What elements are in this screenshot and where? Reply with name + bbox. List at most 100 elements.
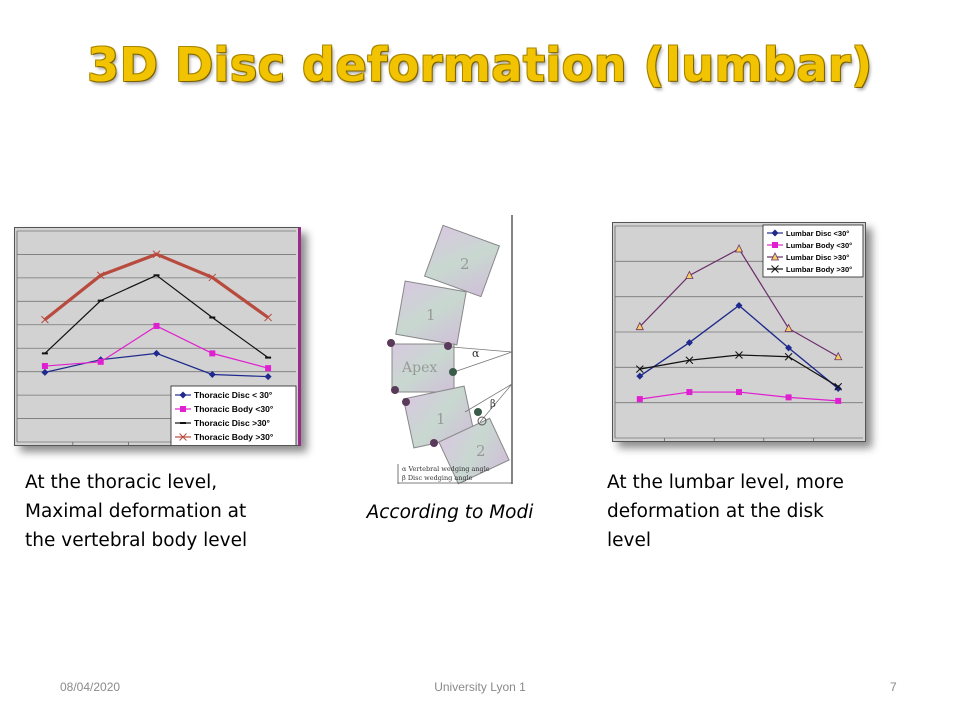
caption-line: At the lumbar level, more (607, 472, 844, 493)
legend-label: Thoracic Disc >30° (194, 418, 271, 428)
caption-line: Maximal deformation at (25, 501, 247, 522)
legend-item: Lumbar Disc <30° (767, 229, 849, 238)
angle-lines: α β (451, 346, 513, 423)
beta-angle-label: β (490, 399, 496, 410)
legend-item: Thoracic Body <30° (175, 404, 274, 414)
vertebra-label: 2 (460, 255, 470, 273)
data-point (736, 389, 742, 396)
vertebra-apex: Apex (391, 343, 455, 393)
data-point (635, 365, 644, 373)
series-line (635, 244, 843, 361)
legend-item: Thoracic Disc >30° (175, 418, 271, 428)
gridlines (614, 225, 863, 441)
series-path (639, 304, 839, 390)
vertebra-top-2: 2 (423, 224, 501, 298)
landmark-dots (387, 339, 487, 447)
vertebra-bottom-2: 2 (438, 417, 510, 485)
data-point (179, 433, 187, 441)
legend-label: Thoracic Body <30° (194, 404, 274, 414)
caption-line: level (607, 530, 651, 551)
chart-legend: Lumbar Disc <30° Lumbar Body <30° Lumbar D… (762, 224, 864, 278)
data-point (152, 250, 161, 259)
data-point (153, 349, 160, 357)
data-point (685, 339, 693, 347)
legend-label: Thoracic Disc < 30° (194, 390, 273, 400)
legend-item: Lumbar Disc >30° (767, 252, 849, 262)
caption-line: the vertebral body level (25, 530, 248, 551)
data-point (735, 351, 743, 359)
series-path (43, 252, 270, 321)
vertebra-bottom-1: 1 (402, 385, 476, 449)
data-point (784, 323, 793, 332)
data-point (685, 270, 694, 279)
data-point (208, 370, 216, 378)
beta-legend: β Disc wedging angle (402, 474, 473, 482)
data-point (208, 273, 217, 282)
source-caption: According to Modi (366, 502, 534, 523)
data-point (96, 271, 105, 280)
series-line (41, 322, 272, 372)
data-point (685, 356, 694, 365)
caption-line: deformation at the disk (607, 501, 824, 522)
legend-label: Lumbar Body <30° (786, 241, 852, 250)
vertebra-label: 1 (436, 410, 446, 428)
legend-label: Lumbar Disc >30° (786, 253, 849, 262)
lumbar-chart: Lumbar Disc <30° Lumbar Body <30° Lumbar D… (612, 222, 866, 442)
legend-item: Thoracic Disc < 30° (175, 390, 273, 400)
data-point (785, 344, 793, 352)
thoracic-caption: At the thoracic level, Maximal deformati… (25, 468, 325, 555)
data-point (835, 397, 842, 404)
alpha-legend: α Vertebral wedging angle (402, 465, 490, 473)
legend-label: Lumbar Disc <30° (786, 229, 849, 238)
chart-legend: Thoracic Disc < 30° Thoracic Body <30° Tho… (170, 385, 297, 445)
data-point (41, 368, 49, 376)
series-path (44, 325, 269, 369)
data-point (97, 299, 104, 302)
legend-item: Lumbar Body <30° (767, 241, 852, 250)
vertebra-top-1: 1 (395, 280, 467, 346)
data-point (179, 391, 187, 399)
vertebra-label: 1 (426, 306, 436, 324)
data-point (784, 352, 793, 361)
data-point (770, 252, 780, 261)
data-point (734, 244, 744, 253)
data-point (97, 358, 104, 365)
vertebra-label: Apex (401, 360, 437, 376)
data-point (209, 350, 216, 357)
thoracic-chart: Thoracic Disc < 30° Thoracic Body <30° Tho… (14, 227, 301, 446)
lumbar-chart-svg: Lumbar Disc <30° Lumbar Body <30° Lumbar D… (614, 224, 864, 441)
data-point (686, 389, 693, 396)
vertebral-wedging-diagram: 2 1 Apex 1 2 α β α Vertebral wedging ang (387, 215, 513, 485)
series-line (41, 250, 272, 324)
series-line (41, 349, 272, 381)
data-point (834, 382, 843, 391)
slide-title: 3D Disc deformation (lumbar) (87, 38, 873, 92)
series-line (636, 302, 842, 393)
legend-item: Thoracic Body >30° (175, 432, 274, 442)
footer-page-number: 7 (890, 680, 897, 694)
data-point (771, 229, 779, 237)
data-point (180, 422, 186, 424)
legend-label: Lumbar Body >30° (786, 265, 852, 274)
data-point (209, 316, 216, 319)
data-point (41, 352, 48, 355)
data-point (41, 363, 48, 370)
data-point (834, 385, 842, 393)
series-path (44, 274, 269, 359)
data-point (636, 396, 643, 403)
series-line (635, 351, 843, 391)
data-point (265, 356, 272, 359)
data-point (264, 373, 272, 381)
series-line (636, 389, 842, 404)
lumbar-caption: At the lumbar level, more deformation at… (607, 468, 907, 555)
data-point (41, 315, 49, 324)
data-point (265, 365, 272, 372)
vertebra-label: 2 (476, 442, 486, 460)
legend-item: Lumbar Body >30° (767, 265, 852, 274)
data-point (772, 242, 778, 248)
data-point (636, 372, 644, 380)
data-point (264, 313, 272, 322)
thoracic-chart-svg: Thoracic Disc < 30° Thoracic Body <30° Tho… (16, 230, 297, 445)
data-point (180, 406, 186, 412)
data-point (834, 351, 843, 361)
